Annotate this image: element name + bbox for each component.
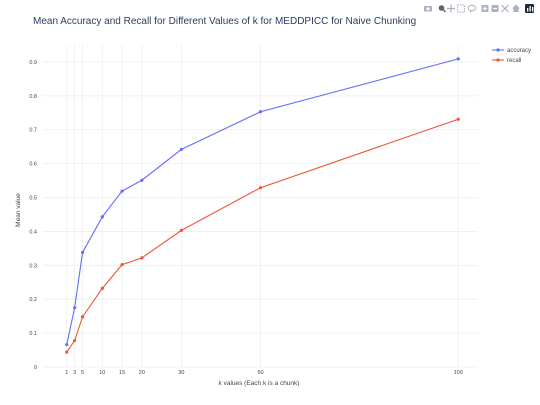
y-tick-label: 0.4 [29, 229, 37, 235]
box-select-icon[interactable] [457, 4, 465, 13]
x-axis-ticks: 1 3 5 10 15 20 30 50 100 [65, 370, 463, 376]
data-point-accuracy[interactable] [258, 110, 263, 114]
series-accuracy [65, 57, 460, 347]
data-point-accuracy[interactable] [120, 189, 124, 193]
legend-item-accuracy[interactable]: accuracy [492, 48, 531, 54]
modebar [424, 4, 534, 13]
magnifier-handle [442, 9, 446, 13]
x-tick-label: 3 [73, 370, 76, 376]
grid [43, 45, 478, 368]
data-point-recall[interactable] [179, 228, 184, 233]
x-tick-label: 50 [257, 370, 263, 376]
y-axis-label: Mean value [15, 193, 22, 227]
series [65, 57, 460, 354]
data-point-accuracy[interactable] [456, 57, 460, 61]
x-tick-label: 5 [81, 370, 84, 376]
data-point-recall[interactable] [120, 263, 124, 267]
home-shape [512, 4, 520, 12]
x-tick-label: 10 [99, 370, 105, 376]
x-tick-label: 15 [119, 370, 125, 376]
lasso-icon[interactable] [467, 4, 477, 13]
legend-marker [496, 58, 500, 62]
x-tick-label: 100 [454, 370, 463, 376]
data-point-recall[interactable] [80, 315, 85, 319]
data-point-recall[interactable] [456, 117, 460, 121]
chart-title: Mean Accuracy and Recall for Different V… [33, 16, 416, 27]
data-point-recall[interactable] [73, 338, 77, 343]
camera-lens [426, 7, 430, 11]
x-tick-label: 30 [178, 370, 184, 376]
plotly-logo-bar [532, 7, 534, 12]
pan-icon[interactable] [447, 4, 455, 13]
autoscale-icon[interactable] [501, 4, 509, 13]
data-point-accuracy[interactable] [179, 147, 184, 151]
y-tick-label: 0.7 [29, 128, 37, 134]
x-axis-label: k values (Each k is a chunk) [219, 380, 300, 387]
box-select-shape [457, 4, 465, 13]
y-axis-ticks: 0 0.1 0.2 0.3 0.4 0.5 0.6 0.7 0.8 0.9 [29, 60, 37, 371]
reset-axes-icon[interactable] [512, 4, 520, 13]
data-point-accuracy[interactable] [73, 306, 77, 310]
plotly-logo-bar [527, 8, 529, 12]
y-tick-label: 0 [34, 365, 37, 371]
lasso-tail [469, 10, 472, 13]
y-tick-label: 0.5 [29, 196, 37, 202]
y-tick-label: 0.2 [29, 297, 37, 303]
autoscale-diag2 [501, 4, 509, 13]
data-point-recall[interactable] [65, 350, 69, 354]
magnifier-glass [438, 5, 445, 11]
data-point-recall[interactable] [140, 256, 144, 260]
x-tick-label: 1 [65, 370, 68, 376]
series-recall [65, 117, 460, 354]
y-tick-label: 0.9 [29, 60, 37, 66]
x-tick-label: 20 [139, 370, 145, 376]
zoom-out-icon[interactable] [491, 5, 499, 12]
plotly-logo-icon[interactable] [525, 4, 534, 13]
plotly-logo-bar [529, 6, 531, 12]
camera-icon[interactable] [424, 6, 432, 12]
series-line-recall [66, 118, 459, 353]
data-point-accuracy[interactable] [80, 250, 85, 255]
data-point-accuracy[interactable] [65, 343, 69, 347]
legend-item-recall[interactable]: recall [492, 58, 521, 64]
y-tick-label: 0.3 [29, 263, 37, 269]
legend-label: accuracy [507, 48, 531, 54]
data-point-accuracy[interactable] [140, 178, 144, 182]
data-point-recall[interactable] [258, 186, 263, 190]
y-tick-label: 0.6 [29, 162, 37, 168]
zoom-in-icon[interactable] [481, 5, 489, 12]
legend-label: recall [507, 58, 521, 64]
data-point-recall[interactable] [100, 286, 104, 290]
y-tick-label: 0.8 [29, 94, 37, 100]
legend-marker [496, 48, 500, 52]
lasso-shape [467, 4, 477, 12]
series-line-accuracy [66, 58, 459, 345]
legend[interactable]: accuracy recall [492, 48, 531, 64]
y-tick-label: 0.1 [29, 331, 37, 337]
zoom-icon[interactable] [438, 5, 446, 13]
data-point-accuracy[interactable] [100, 215, 104, 219]
